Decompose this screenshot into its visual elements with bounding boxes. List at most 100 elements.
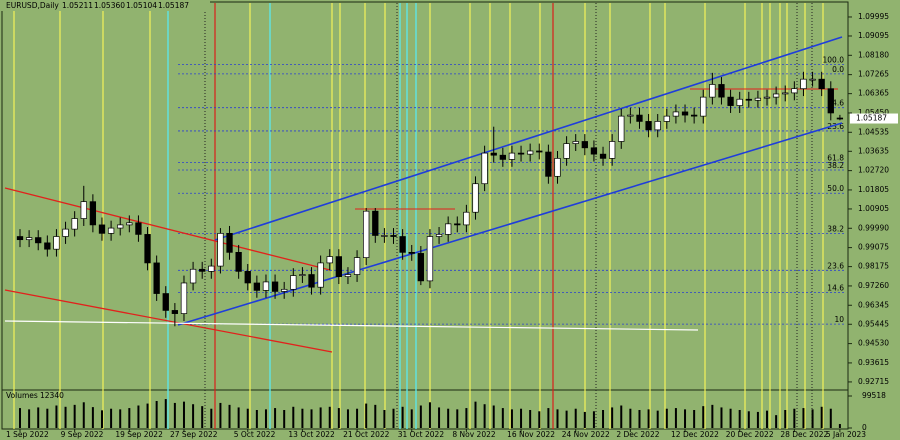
volume-bar bbox=[155, 401, 158, 428]
volume-bar bbox=[738, 410, 741, 428]
volume-bar bbox=[756, 411, 759, 428]
candle-body bbox=[271, 281, 279, 292]
candle-body bbox=[308, 274, 315, 288]
candle-body bbox=[217, 232, 224, 267]
ohlc-low: 1.05104 bbox=[126, 1, 157, 10]
ohlc-high: 1.05360 bbox=[94, 1, 125, 10]
volume-bar bbox=[547, 408, 550, 428]
candle-body bbox=[126, 222, 133, 226]
candle-body bbox=[545, 151, 552, 177]
volume-bar bbox=[702, 406, 705, 428]
volume-bar bbox=[693, 410, 696, 428]
candle-body bbox=[253, 282, 261, 291]
volume-bar bbox=[638, 410, 641, 428]
volume-bar bbox=[565, 410, 568, 428]
volume-bar bbox=[55, 405, 58, 428]
volume-bar bbox=[483, 404, 486, 428]
candle-body bbox=[162, 293, 169, 311]
candle-body bbox=[153, 262, 160, 294]
volume-bar bbox=[319, 407, 322, 428]
fibo-label: 61.8 bbox=[827, 154, 844, 163]
support-line bbox=[4, 320, 699, 331]
volume-bar bbox=[137, 405, 140, 428]
candle-body bbox=[727, 96, 734, 106]
candle-body bbox=[472, 183, 479, 213]
volume-bar bbox=[456, 409, 459, 428]
candle-body bbox=[326, 256, 333, 264]
candle-body bbox=[89, 201, 97, 226]
volume-bar bbox=[392, 408, 395, 428]
candle-body bbox=[16, 236, 24, 241]
volume-bar bbox=[711, 404, 714, 428]
candle-body bbox=[508, 152, 516, 160]
candle-body bbox=[563, 143, 570, 159]
candle-body bbox=[344, 274, 352, 277]
y-tick-label: 0.99075 bbox=[858, 243, 889, 252]
candle-body bbox=[399, 236, 406, 253]
volume-bar bbox=[556, 409, 559, 428]
volume-bar bbox=[110, 408, 113, 428]
candle-body bbox=[180, 282, 188, 314]
volume-bar bbox=[419, 405, 422, 428]
volume-bar bbox=[465, 408, 468, 428]
volume-bar bbox=[255, 410, 258, 428]
volume-title: Volumes bbox=[6, 391, 38, 400]
volume-bar bbox=[656, 410, 659, 428]
candle-body bbox=[208, 265, 215, 272]
candle-body bbox=[53, 236, 60, 250]
y-tick-label: 0.96345 bbox=[858, 300, 889, 309]
candle-body bbox=[618, 115, 625, 142]
fibo-label: 100.0 bbox=[823, 55, 845, 64]
y-tick-label: 0.94530 bbox=[858, 339, 889, 348]
candle-body bbox=[98, 224, 106, 234]
candle-body bbox=[827, 88, 834, 114]
x-tick-label: 2 Dec 2022 bbox=[616, 430, 659, 439]
volume-bar bbox=[766, 410, 769, 428]
symbol: EURUSD,Daily bbox=[6, 1, 59, 10]
candle-body bbox=[636, 114, 643, 122]
candle-body bbox=[490, 152, 497, 156]
volume-bar bbox=[73, 404, 76, 428]
volume-tick-label: 0 bbox=[862, 423, 867, 432]
volume-bar bbox=[128, 408, 131, 428]
y-tick-label: 1.03635 bbox=[858, 146, 889, 155]
x-tick-label: 5 Jan 2023 bbox=[826, 430, 866, 439]
x-tick-label: 27 Sep 2022 bbox=[170, 430, 218, 439]
x-tick-label: 9 Sep 2022 bbox=[61, 430, 104, 439]
volume-bar bbox=[401, 406, 404, 428]
volume-bar bbox=[729, 408, 732, 428]
candle-body bbox=[791, 88, 798, 94]
y-tick-label: 1.06365 bbox=[858, 89, 889, 98]
volume-bar bbox=[802, 408, 805, 428]
x-tick-label: 16 Nov 2022 bbox=[507, 430, 555, 439]
candle-body bbox=[572, 141, 579, 144]
candle-body bbox=[390, 235, 397, 237]
candle-body bbox=[25, 237, 33, 241]
candle-body bbox=[718, 84, 725, 98]
fibo-label: 0.0 bbox=[832, 65, 844, 74]
candles bbox=[16, 71, 844, 327]
volume-bar bbox=[574, 408, 577, 428]
volume-bar bbox=[64, 406, 67, 428]
volume-bar bbox=[356, 408, 359, 428]
candle-body bbox=[645, 121, 652, 131]
volume-bar bbox=[665, 408, 668, 428]
volume-bar bbox=[784, 410, 787, 428]
y-tick-label: 0.97260 bbox=[858, 281, 889, 290]
x-tick-label: 20 Dec 2022 bbox=[726, 430, 774, 439]
candle-body bbox=[335, 256, 342, 277]
candle-body bbox=[599, 153, 607, 159]
candle-body bbox=[672, 111, 680, 117]
y-tick-label: 1.09995 bbox=[858, 12, 889, 21]
volume-bar bbox=[100, 410, 103, 428]
volume-bar bbox=[19, 408, 21, 428]
volume-bar bbox=[264, 409, 267, 428]
volume-bar bbox=[28, 409, 31, 428]
volume-bar bbox=[674, 408, 677, 428]
candle-body bbox=[262, 281, 270, 291]
candle-body bbox=[445, 223, 452, 235]
fibo-label: 23.6 bbox=[827, 122, 844, 131]
volume-last: 12340 bbox=[40, 391, 64, 400]
volume-bar bbox=[492, 405, 495, 428]
volume-bar bbox=[838, 424, 841, 428]
